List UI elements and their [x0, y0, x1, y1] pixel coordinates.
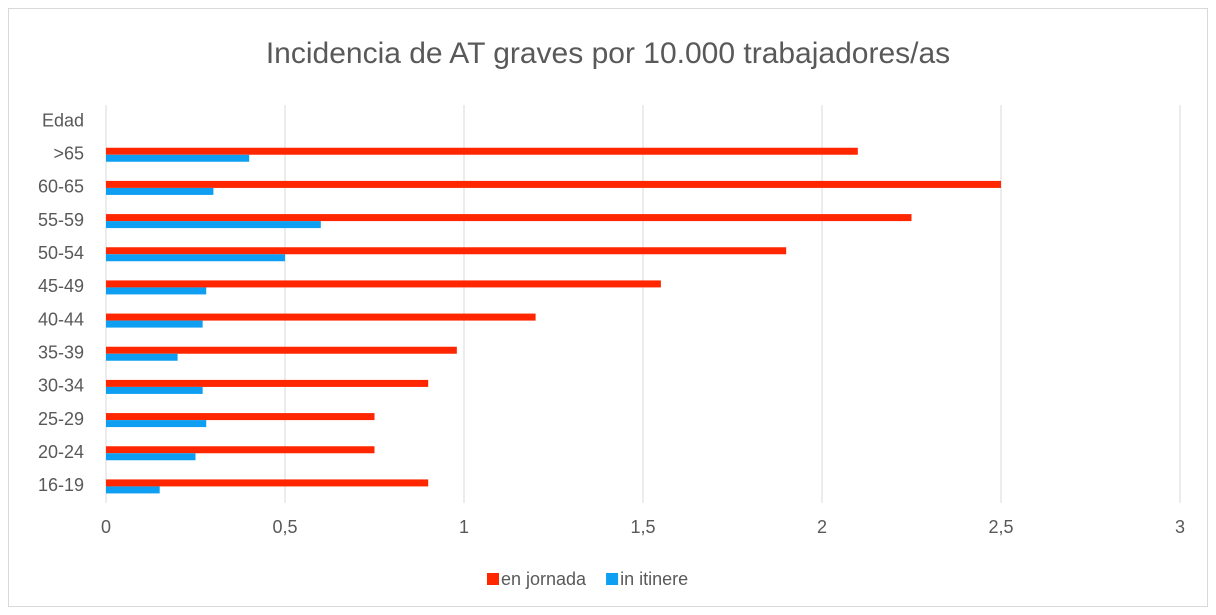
y-tick-label: 30-34: [38, 376, 84, 396]
bar: [106, 413, 375, 421]
bar: [106, 287, 207, 295]
bar: [106, 247, 787, 255]
y-tick-label: >65: [53, 144, 84, 164]
legend-label: en jornada: [501, 569, 587, 589]
bar: [106, 214, 912, 222]
chart-title: Incidencia de AT graves por 10.000 traba…: [266, 37, 950, 70]
x-tick-label: 2: [817, 517, 827, 537]
y-tick-label: 25-29: [38, 409, 84, 429]
y-tick-label: 35-39: [38, 343, 84, 363]
legend-swatch: [487, 573, 499, 585]
y-tick-label: 55-59: [38, 210, 84, 230]
x-tick-label: 3: [1175, 517, 1185, 537]
bar: [106, 254, 285, 262]
chart-border: [8, 8, 1208, 607]
bar: [106, 346, 457, 354]
bar: [106, 420, 207, 428]
bar: [106, 320, 203, 328]
bar: [106, 379, 429, 387]
y-tick-label: 40-44: [38, 309, 84, 329]
bar: [106, 280, 661, 288]
bar: [106, 479, 429, 487]
x-tick-label: 0: [101, 517, 111, 537]
x-tick-label: 1: [459, 517, 469, 537]
x-tick-label: 2,5: [988, 517, 1013, 537]
bar: [106, 453, 196, 461]
bar: [106, 486, 160, 494]
bar: [106, 147, 858, 155]
y-tick-label: 16-19: [38, 475, 84, 495]
y-tick-label: Edad: [42, 110, 84, 130]
x-tick-label: 0,5: [272, 517, 297, 537]
legend-swatch: [606, 573, 619, 585]
bar: [106, 187, 214, 195]
bar: [106, 353, 178, 361]
bar: [106, 446, 375, 454]
bar: [106, 386, 203, 394]
y-tick-label: 20-24: [38, 442, 84, 462]
legend-label: in itinere: [620, 569, 688, 589]
bar: [106, 221, 321, 229]
y-tick-label: 50-54: [38, 243, 84, 263]
bar: [106, 180, 1001, 188]
x-tick-label: 1,5: [630, 517, 655, 537]
bar: [106, 154, 250, 162]
y-tick-label: 60-65: [38, 177, 84, 197]
y-tick-label: 45-49: [38, 276, 84, 296]
bar: [106, 313, 536, 321]
